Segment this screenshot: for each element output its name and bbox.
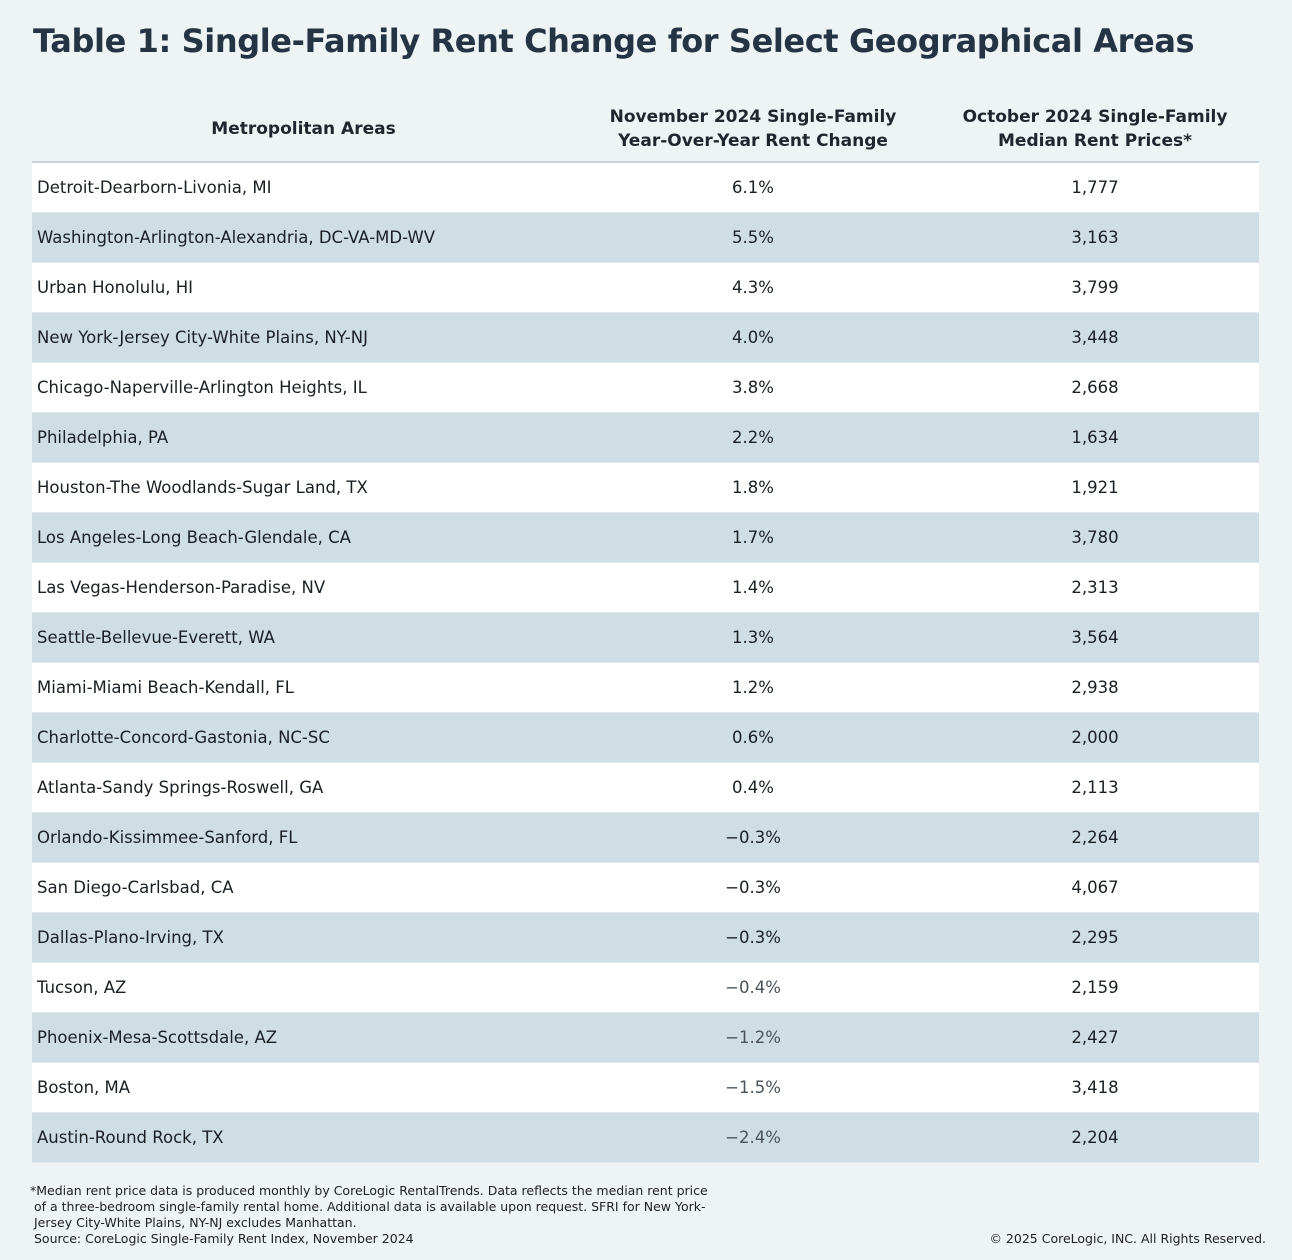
cell-median-rent: 2,204 — [931, 1112, 1259, 1163]
header-price-line2: Median Rent Prices* — [998, 131, 1192, 151]
cell-rent-change: −0.3% — [575, 862, 931, 913]
cell-median-rent: 1,777 — [931, 162, 1259, 213]
cell-median-rent: 3,448 — [931, 312, 1259, 363]
cell-median-rent: 2,113 — [931, 762, 1259, 813]
table-row: Dallas-Plano-Irving, TX −0.3% 2,295 — [32, 912, 1259, 963]
table-row: Seattle-Bellevue-Everett, WA 1.3% 3,564 — [32, 612, 1259, 663]
cell-rent-change: 1.4% — [575, 562, 931, 613]
copyright-notice: © 2025 CoreLogic, INC. All Rights Reserv… — [989, 1231, 1266, 1246]
footnote: *Median rent price data is produced mont… — [30, 1183, 790, 1247]
cell-metropolitan-area: Atlanta-Sandy Springs-Roswell, GA — [32, 762, 575, 813]
table-row: Phoenix-Mesa-Scottsdale, AZ −1.2% 2,427 — [32, 1012, 1259, 1063]
table-row: Miami-Miami Beach-Kendall, FL 1.2% 2,938 — [32, 662, 1259, 713]
cell-rent-change: −1.2% — [575, 1012, 931, 1063]
cell-median-rent: 3,163 — [931, 212, 1259, 263]
header-change-line1: November 2024 Single-Family — [609, 107, 897, 127]
footnote-source: Source: CoreLogic Single-Family Rent Ind… — [34, 1231, 414, 1246]
cell-metropolitan-area: Urban Honolulu, HI — [32, 262, 575, 313]
cell-metropolitan-area: New York-Jersey City-White Plains, NY-NJ — [32, 312, 575, 363]
cell-metropolitan-area: Houston-The Woodlands-Sugar Land, TX — [32, 462, 575, 513]
cell-median-rent: 3,418 — [931, 1062, 1259, 1113]
cell-metropolitan-area: Charlotte-Concord-Gastonia, NC-SC — [32, 712, 575, 763]
cell-median-rent: 1,634 — [931, 412, 1259, 463]
cell-median-rent: 3,799 — [931, 262, 1259, 313]
table-row: Detroit-Dearborn-Livonia, MI 6.1% 1,777 — [32, 162, 1259, 213]
cell-median-rent: 2,668 — [931, 362, 1259, 413]
footnote-line3: Jersey City-White Plains, NY-NJ excludes… — [34, 1215, 357, 1230]
cell-rent-change: −1.5% — [575, 1062, 931, 1113]
cell-metropolitan-area: San Diego-Carlsbad, CA — [32, 862, 575, 913]
cell-median-rent: 2,313 — [931, 562, 1259, 613]
cell-rent-change: 0.4% — [575, 762, 931, 813]
table-header: Metropolitan Areas November 2024 Single-… — [32, 97, 1259, 163]
table-row: Boston, MA −1.5% 3,418 — [32, 1062, 1259, 1113]
cell-median-rent: 2,000 — [931, 712, 1259, 763]
cell-metropolitan-area: Dallas-Plano-Irving, TX — [32, 912, 575, 963]
cell-rent-change: 1.8% — [575, 462, 931, 513]
table-row: Urban Honolulu, HI 4.3% 3,799 — [32, 262, 1259, 313]
header-price-line1: October 2024 Single-Family — [962, 107, 1228, 127]
cell-rent-change: 3.8% — [575, 362, 931, 413]
cell-rent-change: 5.5% — [575, 212, 931, 263]
cell-rent-change: −0.3% — [575, 812, 931, 863]
cell-median-rent: 3,780 — [931, 512, 1259, 563]
cell-metropolitan-area: Phoenix-Mesa-Scottsdale, AZ — [32, 1012, 575, 1063]
cell-rent-change: 2.2% — [575, 412, 931, 463]
cell-metropolitan-area: Chicago-Naperville-Arlington Heights, IL — [32, 362, 575, 413]
footnote-line1: *Median rent price data is produced mont… — [30, 1183, 708, 1198]
table-row: Austin-Round Rock, TX −2.4% 2,204 — [32, 1112, 1259, 1163]
table-row: Houston-The Woodlands-Sugar Land, TX 1.8%… — [32, 462, 1259, 513]
page-title: Table 1: Single-Family Rent Change for S… — [33, 22, 1195, 60]
cell-median-rent: 2,295 — [931, 912, 1259, 963]
table-row: Atlanta-Sandy Springs-Roswell, GA 0.4% 2,1… — [32, 762, 1259, 813]
cell-median-rent: 1,921 — [931, 462, 1259, 513]
cell-metropolitan-area: Washington-Arlington-Alexandria, DC-VA-M… — [32, 212, 575, 263]
table-body: Detroit-Dearborn-Livonia, MI 6.1% 1,777 Was… — [32, 162, 1259, 1163]
rent-change-table: Metropolitan Areas November 2024 Single-… — [32, 97, 1259, 1163]
cell-metropolitan-area: Las Vegas-Henderson-Paradise, NV — [32, 562, 575, 613]
cell-metropolitan-area: Los Angeles-Long Beach-Glendale, CA — [32, 512, 575, 563]
table-row: Los Angeles-Long Beach-Glendale, CA 1.7% 3… — [32, 512, 1259, 563]
cell-rent-change: 1.7% — [575, 512, 931, 563]
table-row: Orlando-Kissimmee-Sanford, FL −0.3% 2,264 — [32, 812, 1259, 863]
table-row: Charlotte-Concord-Gastonia, NC-SC 0.6% 2,0… — [32, 712, 1259, 763]
header-rent-change: November 2024 Single-Family Year-Over-Ye… — [575, 97, 931, 163]
table-row: Tucson, AZ −0.4% 2,159 — [32, 962, 1259, 1013]
cell-metropolitan-area: Detroit-Dearborn-Livonia, MI — [32, 162, 575, 213]
header-metropolitan-areas: Metropolitan Areas — [32, 97, 575, 163]
table-row: Chicago-Naperville-Arlington Heights, IL… — [32, 362, 1259, 413]
table-row: Philadelphia, PA 2.2% 1,634 — [32, 412, 1259, 463]
table-row: New York-Jersey City-White Plains, NY-NJ… — [32, 312, 1259, 363]
cell-median-rent: 2,427 — [931, 1012, 1259, 1063]
cell-median-rent: 2,264 — [931, 812, 1259, 863]
cell-metropolitan-area: Orlando-Kissimmee-Sanford, FL — [32, 812, 575, 863]
cell-rent-change: 4.3% — [575, 262, 931, 313]
cell-rent-change: −0.3% — [575, 912, 931, 963]
table-row: Washington-Arlington-Alexandria, DC-VA-M… — [32, 212, 1259, 263]
cell-rent-change: −2.4% — [575, 1112, 931, 1163]
cell-metropolitan-area: Boston, MA — [32, 1062, 575, 1113]
cell-rent-change: 4.0% — [575, 312, 931, 363]
table-row: Las Vegas-Henderson-Paradise, NV 1.4% 2,31… — [32, 562, 1259, 613]
cell-rent-change: 1.2% — [575, 662, 931, 713]
cell-median-rent: 2,938 — [931, 662, 1259, 713]
cell-rent-change: 0.6% — [575, 712, 931, 763]
cell-median-rent: 3,564 — [931, 612, 1259, 663]
cell-rent-change: 1.3% — [575, 612, 931, 663]
header-median-rent: October 2024 Single-Family Median Rent P… — [931, 97, 1259, 163]
header-row: Metropolitan Areas November 2024 Single-… — [32, 97, 1259, 163]
cell-median-rent: 4,067 — [931, 862, 1259, 913]
cell-median-rent: 2,159 — [931, 962, 1259, 1013]
cell-rent-change: −0.4% — [575, 962, 931, 1013]
table-row: San Diego-Carlsbad, CA −0.3% 4,067 — [32, 862, 1259, 913]
footnote-line2: of a three-bedroom single-family rental … — [34, 1199, 706, 1214]
cell-rent-change: 6.1% — [575, 162, 931, 213]
cell-metropolitan-area: Tucson, AZ — [32, 962, 575, 1013]
cell-metropolitan-area: Seattle-Bellevue-Everett, WA — [32, 612, 575, 663]
cell-metropolitan-area: Miami-Miami Beach-Kendall, FL — [32, 662, 575, 713]
header-area-label: Metropolitan Areas — [211, 119, 396, 139]
cell-metropolitan-area: Austin-Round Rock, TX — [32, 1112, 575, 1163]
cell-metropolitan-area: Philadelphia, PA — [32, 412, 575, 463]
header-change-line2: Year-Over-Year Rent Change — [618, 131, 888, 151]
